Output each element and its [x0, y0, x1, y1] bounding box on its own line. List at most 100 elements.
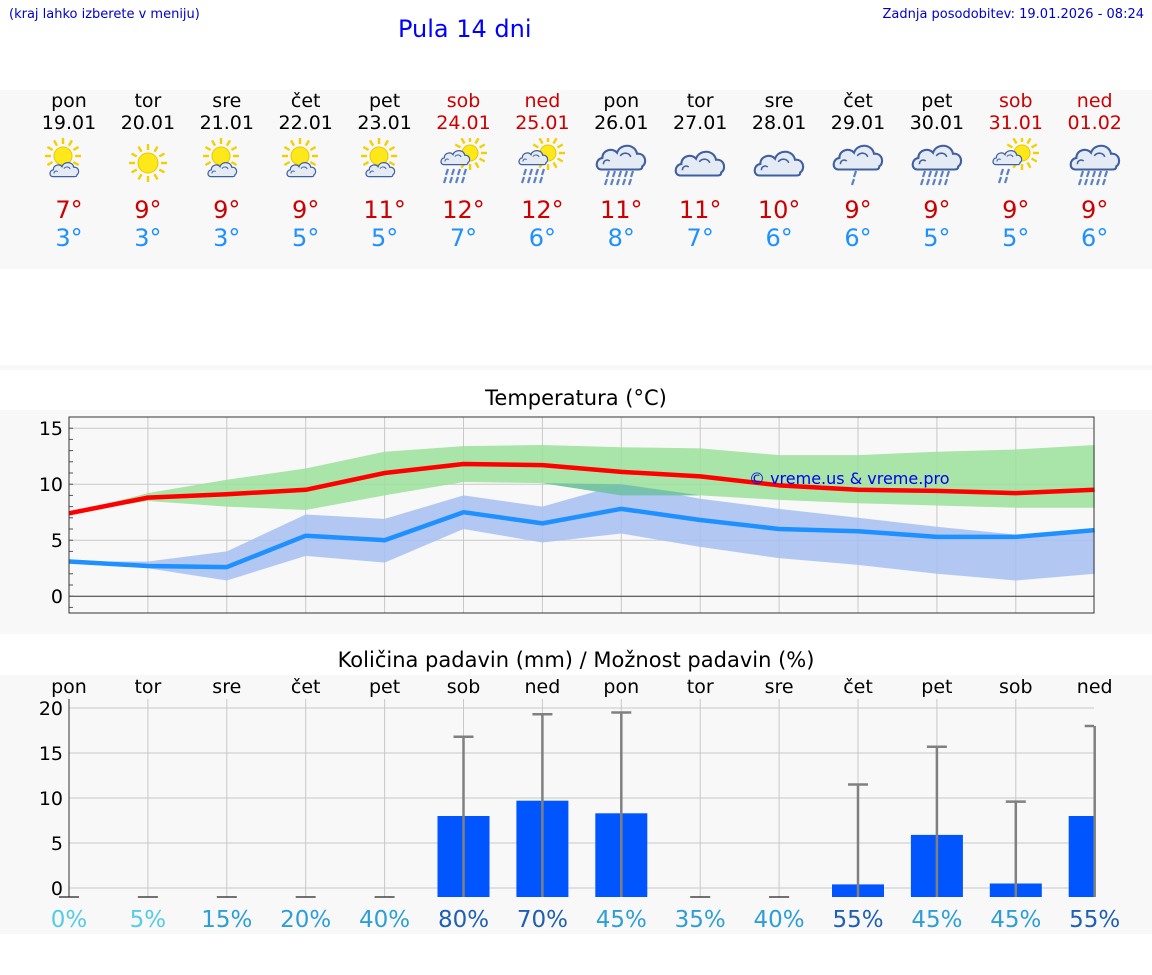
precipitation-probability: 15%: [201, 907, 252, 933]
cloud-shape: [207, 161, 238, 178]
cloud-shape: [49, 161, 80, 178]
last-update: Zadnja posodobitev: 19.01.2026 - 08:24: [882, 7, 1144, 22]
day-date: 22.01: [278, 112, 333, 134]
cloud-shape: [518, 149, 549, 166]
day-date: 26.01: [594, 112, 649, 134]
max-temperature: 9°: [134, 196, 162, 224]
cloud-shape: [674, 150, 726, 177]
forecast-day: sob 31.01 9° 5°: [976, 90, 1056, 252]
precipitation-y-tick-label: 5: [51, 833, 63, 855]
forecast-day: pon 19.01 7° 3°: [29, 90, 109, 252]
band-overlap: [69, 481, 1095, 514]
precipitation-day-label: pet: [369, 676, 400, 698]
day-name: tor: [686, 90, 714, 112]
cloud-shape: [364, 161, 395, 178]
cloud-rain-icon: [911, 144, 963, 186]
precipitation-day-label: sre: [765, 676, 794, 698]
day-date: 01.02: [1067, 112, 1122, 134]
day-name: pon: [51, 90, 87, 112]
day-name: sob: [999, 90, 1033, 112]
sun-cloud-icon: [360, 138, 397, 178]
temperature-y-tick-label: 0: [51, 586, 63, 608]
precipitation-probability: 0%: [51, 907, 88, 933]
precipitation-probability: 45%: [596, 907, 647, 933]
cloud-light-rain-icon: [832, 144, 884, 186]
max-temperature: 9°: [844, 196, 872, 224]
max-temperature: 9°: [213, 196, 241, 224]
max-temperature: 12°: [442, 196, 485, 224]
max-temperature: 9°: [1081, 196, 1109, 224]
cloud-icon: [674, 150, 726, 177]
day-name: sob: [446, 90, 481, 112]
cloud-shape: [286, 161, 316, 178]
precipitation-y-tick-label: 10: [39, 788, 63, 810]
rain-shape: [521, 168, 546, 184]
sun-cloud-icon: [202, 138, 239, 178]
sun-cloud-rain-icon: [439, 138, 487, 184]
precipitation-day-label: pon: [603, 676, 639, 698]
forecast-day: čet 22.01 9° 5°: [266, 90, 346, 252]
temperature-y-tick-label: 15: [39, 418, 63, 440]
precipitation-y-tick-label: 0: [51, 878, 63, 900]
precipitation-probability: 55%: [1069, 907, 1120, 933]
precipitation-probability: 40%: [754, 907, 805, 933]
min-temperature-line: [68, 506, 1095, 570]
forecast-day: sob 24.01 12° 7°: [424, 90, 504, 252]
min-temperature: 3°: [134, 224, 162, 252]
min-temperature: 3°: [55, 224, 83, 252]
forecast-day: tor 20.01 9° 3°: [108, 90, 188, 252]
day-name: ned: [524, 90, 561, 112]
sun-cloud-icon: [45, 138, 81, 178]
day-date: 28.01: [751, 112, 807, 134]
precipitation-probability: 80%: [438, 907, 489, 933]
day-name: tor: [134, 90, 162, 112]
day-name: pon: [603, 90, 640, 112]
min-temperature: 5°: [292, 224, 320, 252]
cloud-shape: [992, 149, 1023, 166]
precipitation-day-label: ned: [1077, 676, 1113, 698]
rain-shape: [604, 170, 635, 186]
day-date: 25.01: [515, 112, 570, 134]
precipitation-day-label: pet: [921, 676, 952, 698]
day-name: sre: [212, 90, 242, 112]
cloud-shape: [439, 149, 470, 166]
page-title: Pula 14 dni: [398, 15, 532, 43]
menu-hint: (kraj lahko izberete v meniju): [9, 7, 200, 22]
precipitation-day-label: pon: [51, 676, 87, 698]
max-temperature: 12°: [521, 196, 564, 224]
day-name: pet: [368, 90, 401, 112]
min-temperature: 6°: [844, 224, 872, 252]
day-name: pet: [921, 90, 953, 112]
sun-cloud-light-rain-icon: [992, 138, 1039, 184]
day-name: čet: [843, 90, 873, 112]
max-temperature: 10°: [757, 196, 801, 224]
cloud-shape: [595, 144, 647, 171]
precipitation-probability: 70%: [517, 907, 568, 933]
forecast-day: ned 01.02 9° 6°: [1055, 90, 1135, 252]
min-temperature: 7°: [686, 224, 714, 252]
min-temperature: 6°: [765, 224, 793, 252]
cloud-rain-icon: [595, 144, 647, 186]
cloud-icon: [753, 150, 805, 177]
min-temperature: 5°: [370, 224, 399, 252]
forecast-day: sre 21.01 9° 3°: [187, 90, 267, 252]
temperature-y-tick-label: 5: [51, 530, 63, 552]
min-temperature: 3°: [213, 224, 241, 252]
precipitation-probability: 35%: [675, 907, 726, 933]
precipitation-day-label: tor: [134, 676, 161, 698]
precipitation-day-label: ned: [525, 676, 561, 698]
max-temperature: 9°: [923, 196, 951, 224]
cloud-shape: [753, 150, 805, 177]
min-temperature: 6°: [528, 224, 557, 252]
forecast-day: pet 30.01 9° 5°: [897, 90, 977, 252]
day-date: 23.01: [357, 112, 412, 134]
precipitation-bar: [1068, 816, 1094, 897]
max-temperature-line: [68, 461, 1095, 516]
forecast-day: pet 23.01 11° 5°: [345, 90, 425, 252]
day-date: 21.01: [199, 112, 254, 134]
precipitation-probability: 45%: [990, 907, 1041, 933]
max-temperature: 7°: [55, 196, 83, 224]
forecast-band: [0, 90, 1152, 269]
sun-shape: [531, 138, 566, 170]
